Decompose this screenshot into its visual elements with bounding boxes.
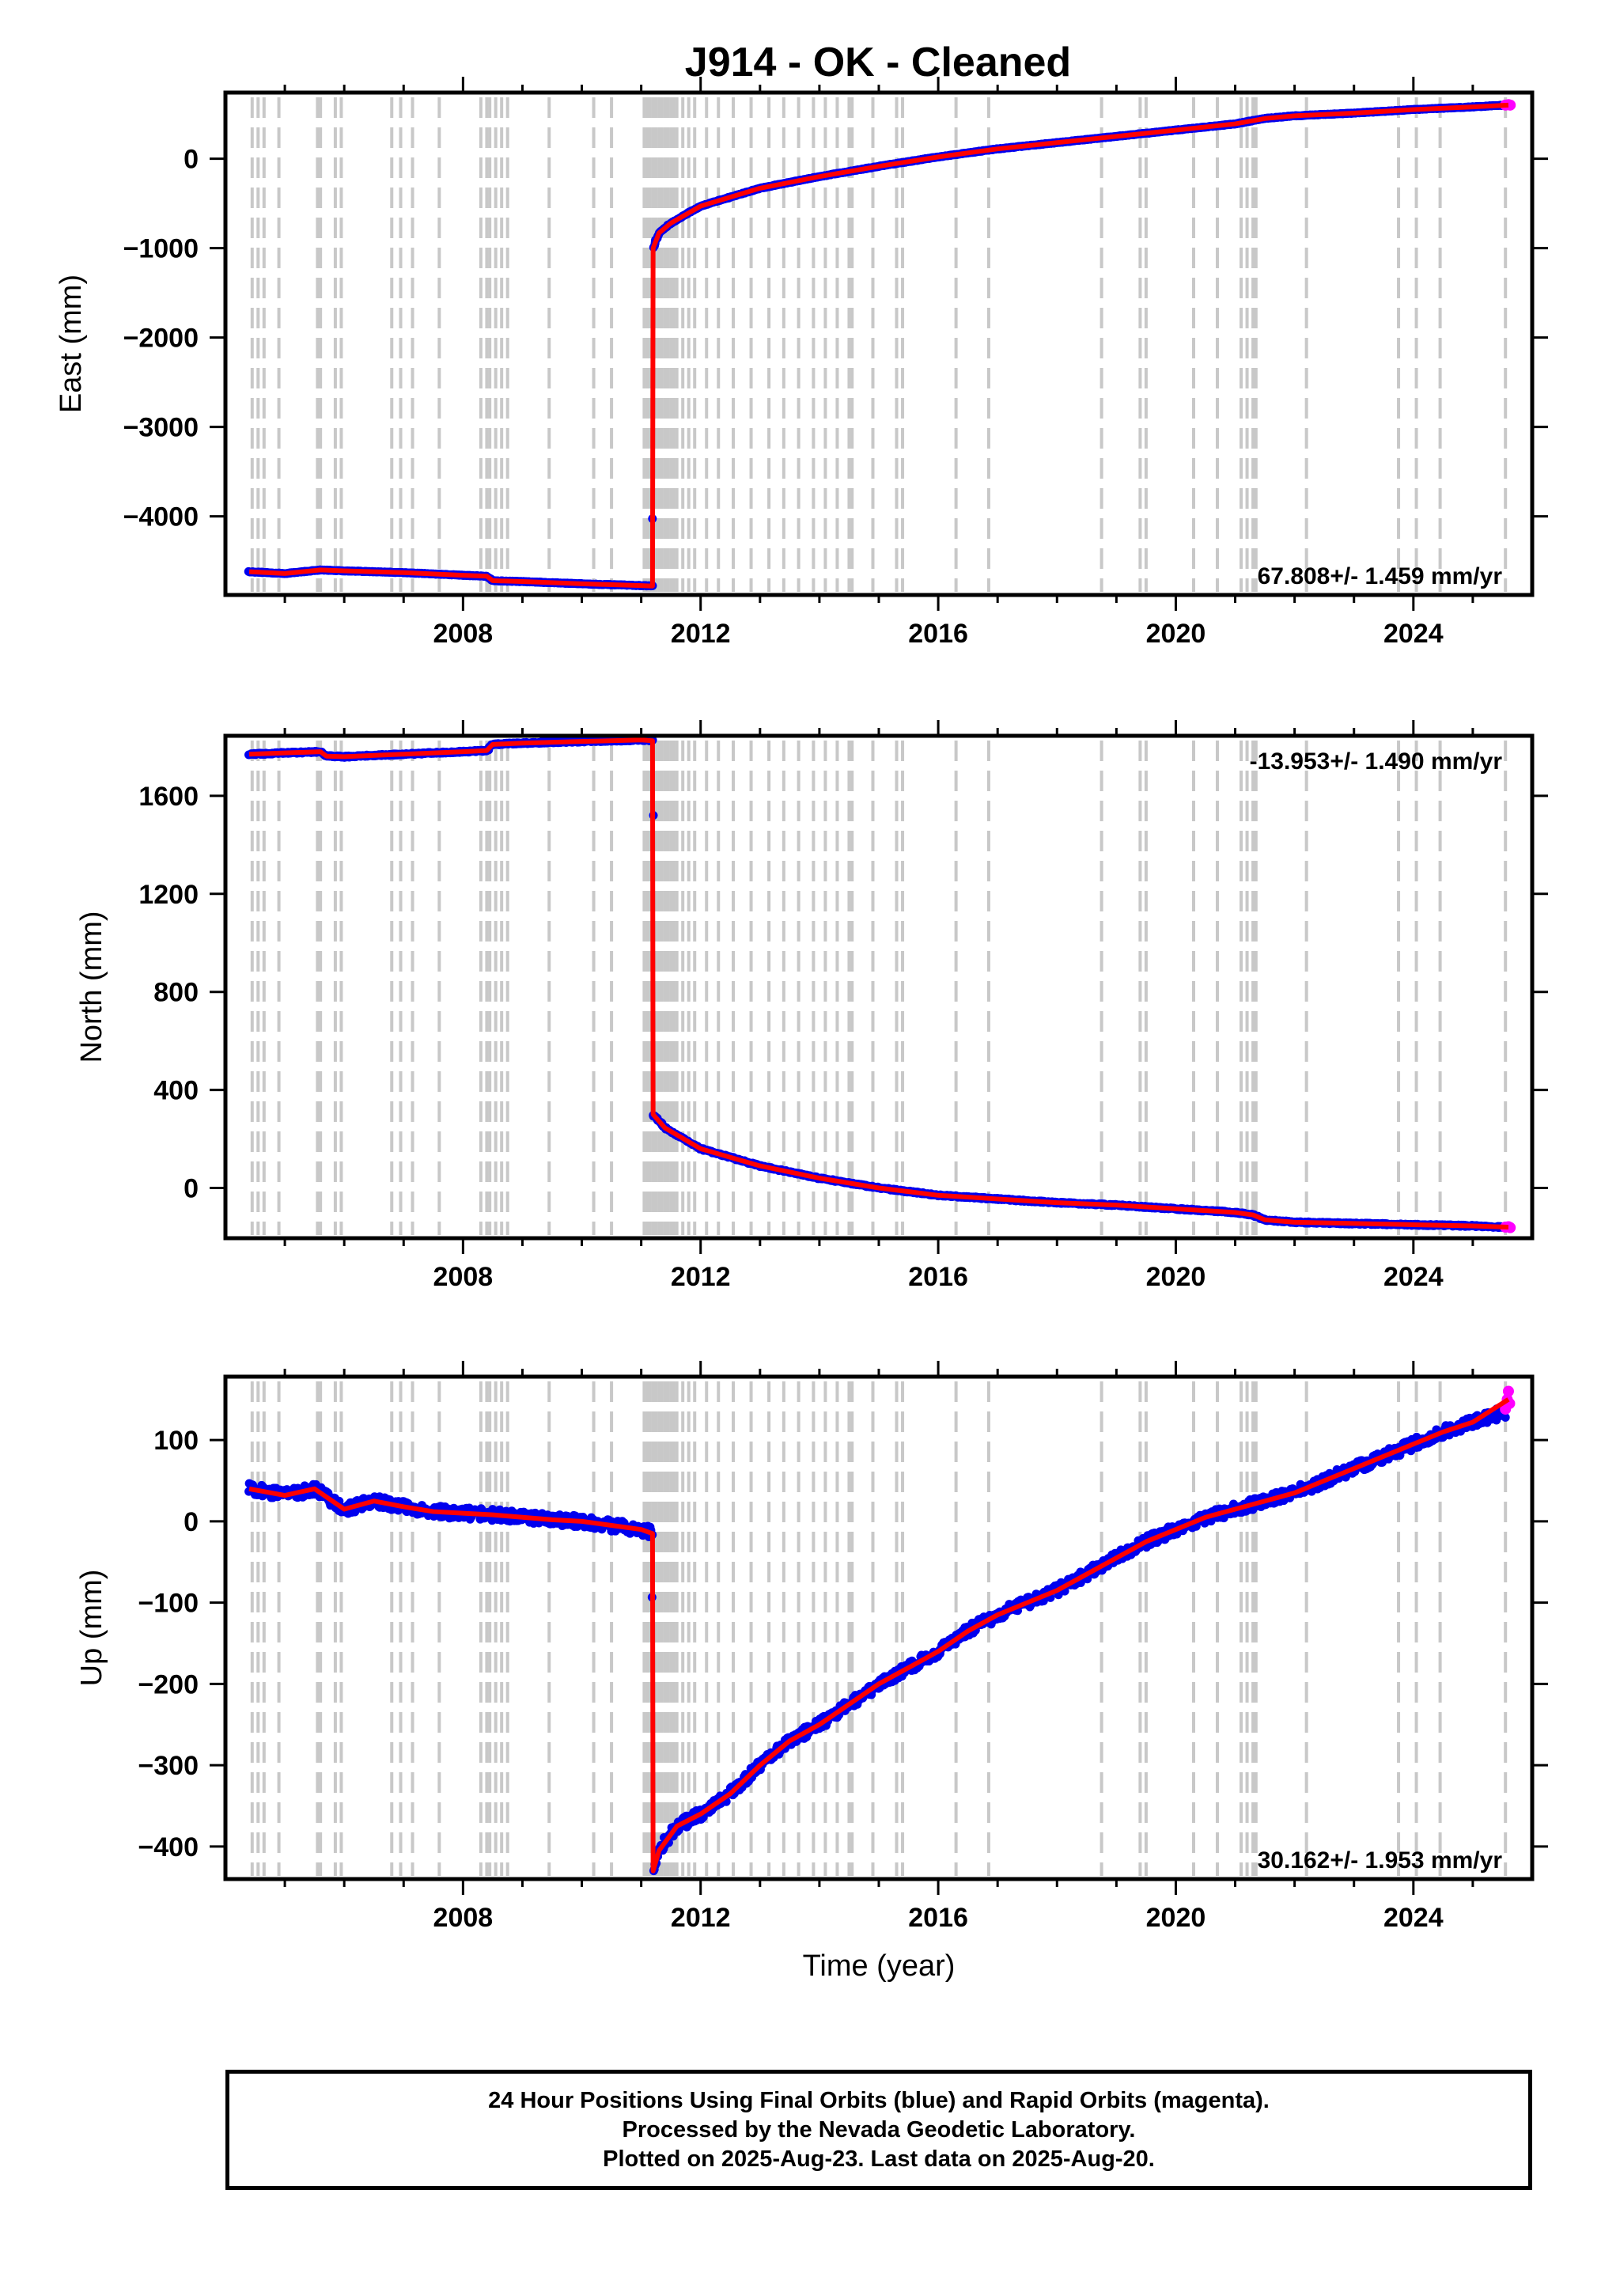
- equipment-change-lines: [250, 741, 1508, 1235]
- velocity-label: -13.953+/- 1.490 mm/yr: [1250, 748, 1503, 775]
- y-tick-label: 1200: [138, 880, 199, 910]
- y-axis-label: East (mm): [55, 275, 88, 413]
- chart-title: J914 - OK - Cleaned: [685, 40, 1071, 85]
- x-tick-label: 2016: [908, 619, 968, 649]
- y-tick-label: 0: [184, 145, 199, 175]
- y-tick-label: 1600: [138, 782, 199, 812]
- panels: 2008 2012 2016 2020 2024 0 −1000 −2000 −3000 −400…: [55, 77, 1548, 1983]
- x-tick-label: 2024: [1383, 1262, 1444, 1292]
- final-orbit-points: [244, 100, 1510, 591]
- panel-north: 2008 2012 2016 2020 2024 0 400 800 1200 1600 North…: [75, 720, 1548, 1292]
- plot-frame: [223, 733, 1535, 1241]
- y-tick-label: −1000: [123, 234, 199, 264]
- y-axis-label: North (mm): [75, 911, 108, 1063]
- equipment-change-lines: [250, 1381, 1508, 1876]
- y-tick-label: 0: [184, 1174, 199, 1204]
- equipment-change-lines: [250, 97, 1508, 592]
- x-tick-label: 2008: [433, 619, 494, 649]
- panel-up: 2008 2012 2016 2020 20241000−100−200−300−400…: [75, 1361, 1548, 1983]
- x-tick-label: 2012: [671, 1262, 731, 1292]
- x-tick-label: 2024: [1383, 619, 1444, 649]
- y-tick-label: −4000: [123, 502, 199, 532]
- y-tick-label: −3000: [123, 413, 199, 443]
- x-tick-label: 2012: [671, 619, 731, 649]
- x-tick-label: 2020: [1146, 619, 1206, 649]
- x-tick-label: 2020: [1146, 1262, 1206, 1292]
- x-tick-label: 2008: [433, 1262, 494, 1292]
- final-orbit-points: [244, 735, 1509, 1233]
- x-tick-label: 2016: [908, 1262, 968, 1292]
- y-tick-label: 400: [153, 1076, 199, 1106]
- velocity-label: 67.808+/- 1.459 mm/yr: [1258, 563, 1503, 589]
- panel-east: 2008 2012 2016 2020 2024 0 −1000 −2000 −3000 −400…: [55, 77, 1548, 649]
- y-tick-label: −2000: [123, 324, 199, 354]
- final-orbit-points: [244, 1403, 1510, 1876]
- y-tick-label: 800: [153, 978, 199, 1008]
